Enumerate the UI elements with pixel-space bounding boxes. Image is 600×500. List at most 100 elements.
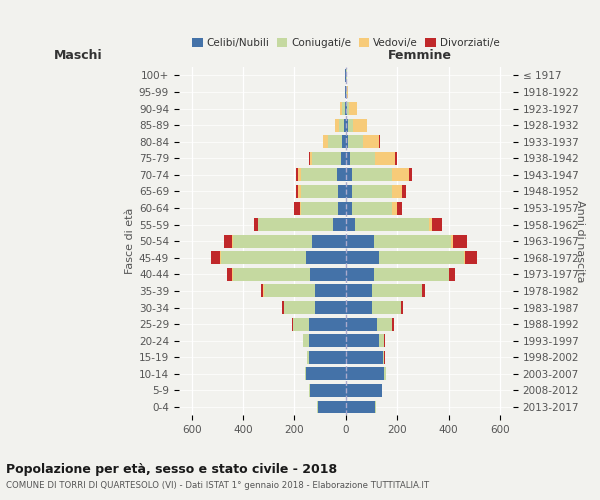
Bar (374, 234, 451, 248)
Bar (347, 86, 348, 98)
Bar (352, 202, 392, 214)
Bar (338, 185, 346, 198)
Bar (301, 185, 338, 198)
Bar (374, 268, 449, 281)
Bar (296, 168, 298, 181)
Y-axis label: Anni di nascita: Anni di nascita (575, 200, 585, 282)
Bar (211, 252, 220, 264)
Bar (392, 168, 409, 181)
Bar (376, 152, 395, 165)
Bar (349, 102, 357, 115)
Bar (397, 202, 403, 214)
Bar (301, 202, 338, 214)
Bar (346, 234, 374, 248)
Bar (355, 218, 430, 231)
Bar (295, 202, 299, 214)
Bar (451, 234, 452, 248)
Bar (383, 351, 385, 364)
Bar (260, 284, 263, 298)
Bar (346, 301, 371, 314)
Bar (346, 168, 352, 181)
Bar (328, 136, 342, 148)
Y-axis label: Fasce di età: Fasce di età (125, 208, 134, 274)
Bar (342, 102, 344, 115)
Bar (346, 334, 379, 347)
Bar (310, 384, 346, 397)
Bar (313, 234, 346, 248)
Bar (296, 185, 298, 198)
Bar (308, 334, 346, 347)
Bar (310, 268, 346, 281)
Bar (353, 118, 367, 132)
Bar (221, 252, 306, 264)
Text: Maschi: Maschi (54, 49, 103, 62)
Bar (335, 118, 338, 132)
Bar (350, 152, 376, 165)
Bar (346, 218, 355, 231)
Bar (338, 202, 346, 214)
Bar (298, 185, 301, 198)
Bar (392, 185, 403, 198)
Bar (385, 368, 386, 380)
Bar (371, 301, 401, 314)
Bar (310, 152, 313, 165)
Bar (293, 318, 308, 330)
Bar (333, 218, 346, 231)
Bar (307, 351, 308, 364)
Bar (258, 218, 259, 231)
Text: Popolazione per età, sesso e stato civile - 2018: Popolazione per età, sesso e stato civil… (6, 462, 337, 475)
Bar (305, 368, 306, 380)
Bar (346, 351, 383, 364)
Bar (337, 168, 346, 181)
Bar (346, 185, 352, 198)
Bar (344, 118, 346, 132)
Bar (220, 252, 221, 264)
Bar (348, 118, 353, 132)
Bar (395, 152, 397, 165)
Bar (224, 234, 232, 248)
Bar (284, 301, 315, 314)
Bar (371, 284, 422, 298)
Bar (340, 102, 342, 115)
Bar (362, 136, 379, 148)
Bar (430, 218, 432, 231)
Bar (299, 202, 301, 214)
Bar (379, 252, 464, 264)
Bar (352, 185, 392, 198)
Bar (308, 318, 346, 330)
Bar (409, 168, 412, 181)
Bar (254, 218, 258, 231)
Bar (282, 301, 284, 314)
Bar (346, 384, 382, 397)
Bar (346, 102, 347, 115)
Bar (301, 168, 337, 181)
Bar (313, 152, 341, 165)
Bar (306, 368, 346, 380)
Bar (464, 252, 466, 264)
Bar (227, 268, 232, 281)
Bar (346, 252, 379, 264)
Bar (346, 268, 374, 281)
Bar (349, 136, 362, 148)
Text: COMUNE DI TORRI DI QUARTESOLO (VI) - Dati ISTAT 1° gennaio 2018 - Elaborazione T: COMUNE DI TORRI DI QUARTESOLO (VI) - Dat… (6, 481, 429, 490)
Bar (452, 234, 467, 248)
Bar (347, 102, 349, 115)
Bar (392, 202, 397, 214)
Bar (341, 152, 346, 165)
Bar (344, 102, 346, 115)
Bar (377, 318, 392, 330)
Bar (346, 118, 348, 132)
Bar (449, 268, 455, 281)
Bar (342, 136, 346, 148)
Bar (308, 152, 310, 165)
Bar (292, 318, 293, 330)
Bar (232, 234, 233, 248)
Bar (466, 252, 477, 264)
Bar (432, 218, 442, 231)
Bar (346, 368, 385, 380)
Bar (233, 268, 310, 281)
Bar (379, 334, 385, 347)
Bar (304, 334, 308, 347)
Bar (298, 168, 301, 181)
Bar (259, 218, 333, 231)
